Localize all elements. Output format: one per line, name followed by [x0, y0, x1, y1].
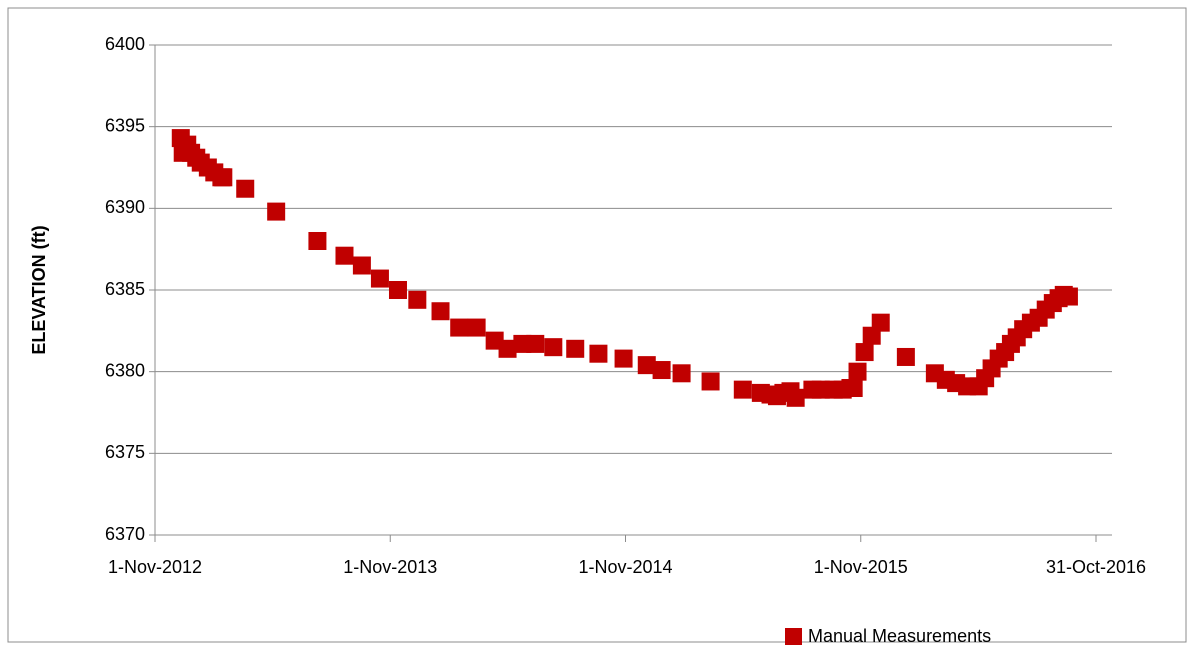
- marker: [652, 361, 671, 380]
- y-tick-label: 6385: [105, 279, 145, 299]
- marker: [589, 344, 608, 363]
- marker: [544, 338, 563, 357]
- legend-label: Manual Measurements: [808, 626, 991, 646]
- x-tick-label: 1-Nov-2014: [578, 557, 672, 577]
- marker: [214, 168, 233, 187]
- marker: [848, 362, 867, 381]
- marker: [450, 318, 469, 337]
- marker: [637, 356, 656, 375]
- legend-swatch: [785, 628, 802, 645]
- marker: [1059, 287, 1078, 306]
- y-tick-label: 6395: [105, 115, 145, 135]
- y-tick-label: 6390: [105, 197, 145, 217]
- marker: [701, 372, 720, 391]
- marker: [786, 388, 805, 407]
- y-axis-label: ELEVATION (ft): [29, 225, 49, 354]
- y-tick-label: 6400: [105, 34, 145, 54]
- marker: [236, 179, 255, 198]
- marker: [896, 347, 915, 366]
- marker: [467, 318, 486, 337]
- marker: [844, 379, 863, 397]
- x-tick-label: 1-Nov-2015: [814, 557, 908, 577]
- marker: [388, 281, 407, 299]
- y-tick-label: 6375: [105, 442, 145, 462]
- chart-border: [7, 7, 1187, 643]
- marker: [672, 364, 691, 383]
- marker: [408, 290, 427, 309]
- marker: [566, 339, 585, 358]
- marker: [267, 202, 286, 221]
- x-tick-label: 31-Oct-2016: [1046, 557, 1146, 577]
- marker: [498, 339, 517, 358]
- marker: [733, 380, 752, 399]
- x-tick-label: 1-Nov-2012: [108, 557, 202, 577]
- y-tick-label: 6380: [105, 360, 145, 380]
- marker: [431, 302, 450, 321]
- marker: [370, 269, 389, 288]
- marker: [335, 246, 354, 265]
- marker: [308, 232, 327, 250]
- marker: [614, 349, 633, 368]
- marker: [855, 343, 874, 362]
- marker: [871, 313, 890, 332]
- marker: [352, 256, 371, 275]
- x-tick-label: 1-Nov-2013: [343, 557, 437, 577]
- marker: [526, 334, 545, 353]
- y-tick-label: 6370: [105, 524, 145, 544]
